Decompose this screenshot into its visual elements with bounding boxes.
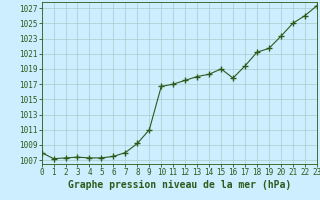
X-axis label: Graphe pression niveau de la mer (hPa): Graphe pression niveau de la mer (hPa) [68, 180, 291, 190]
